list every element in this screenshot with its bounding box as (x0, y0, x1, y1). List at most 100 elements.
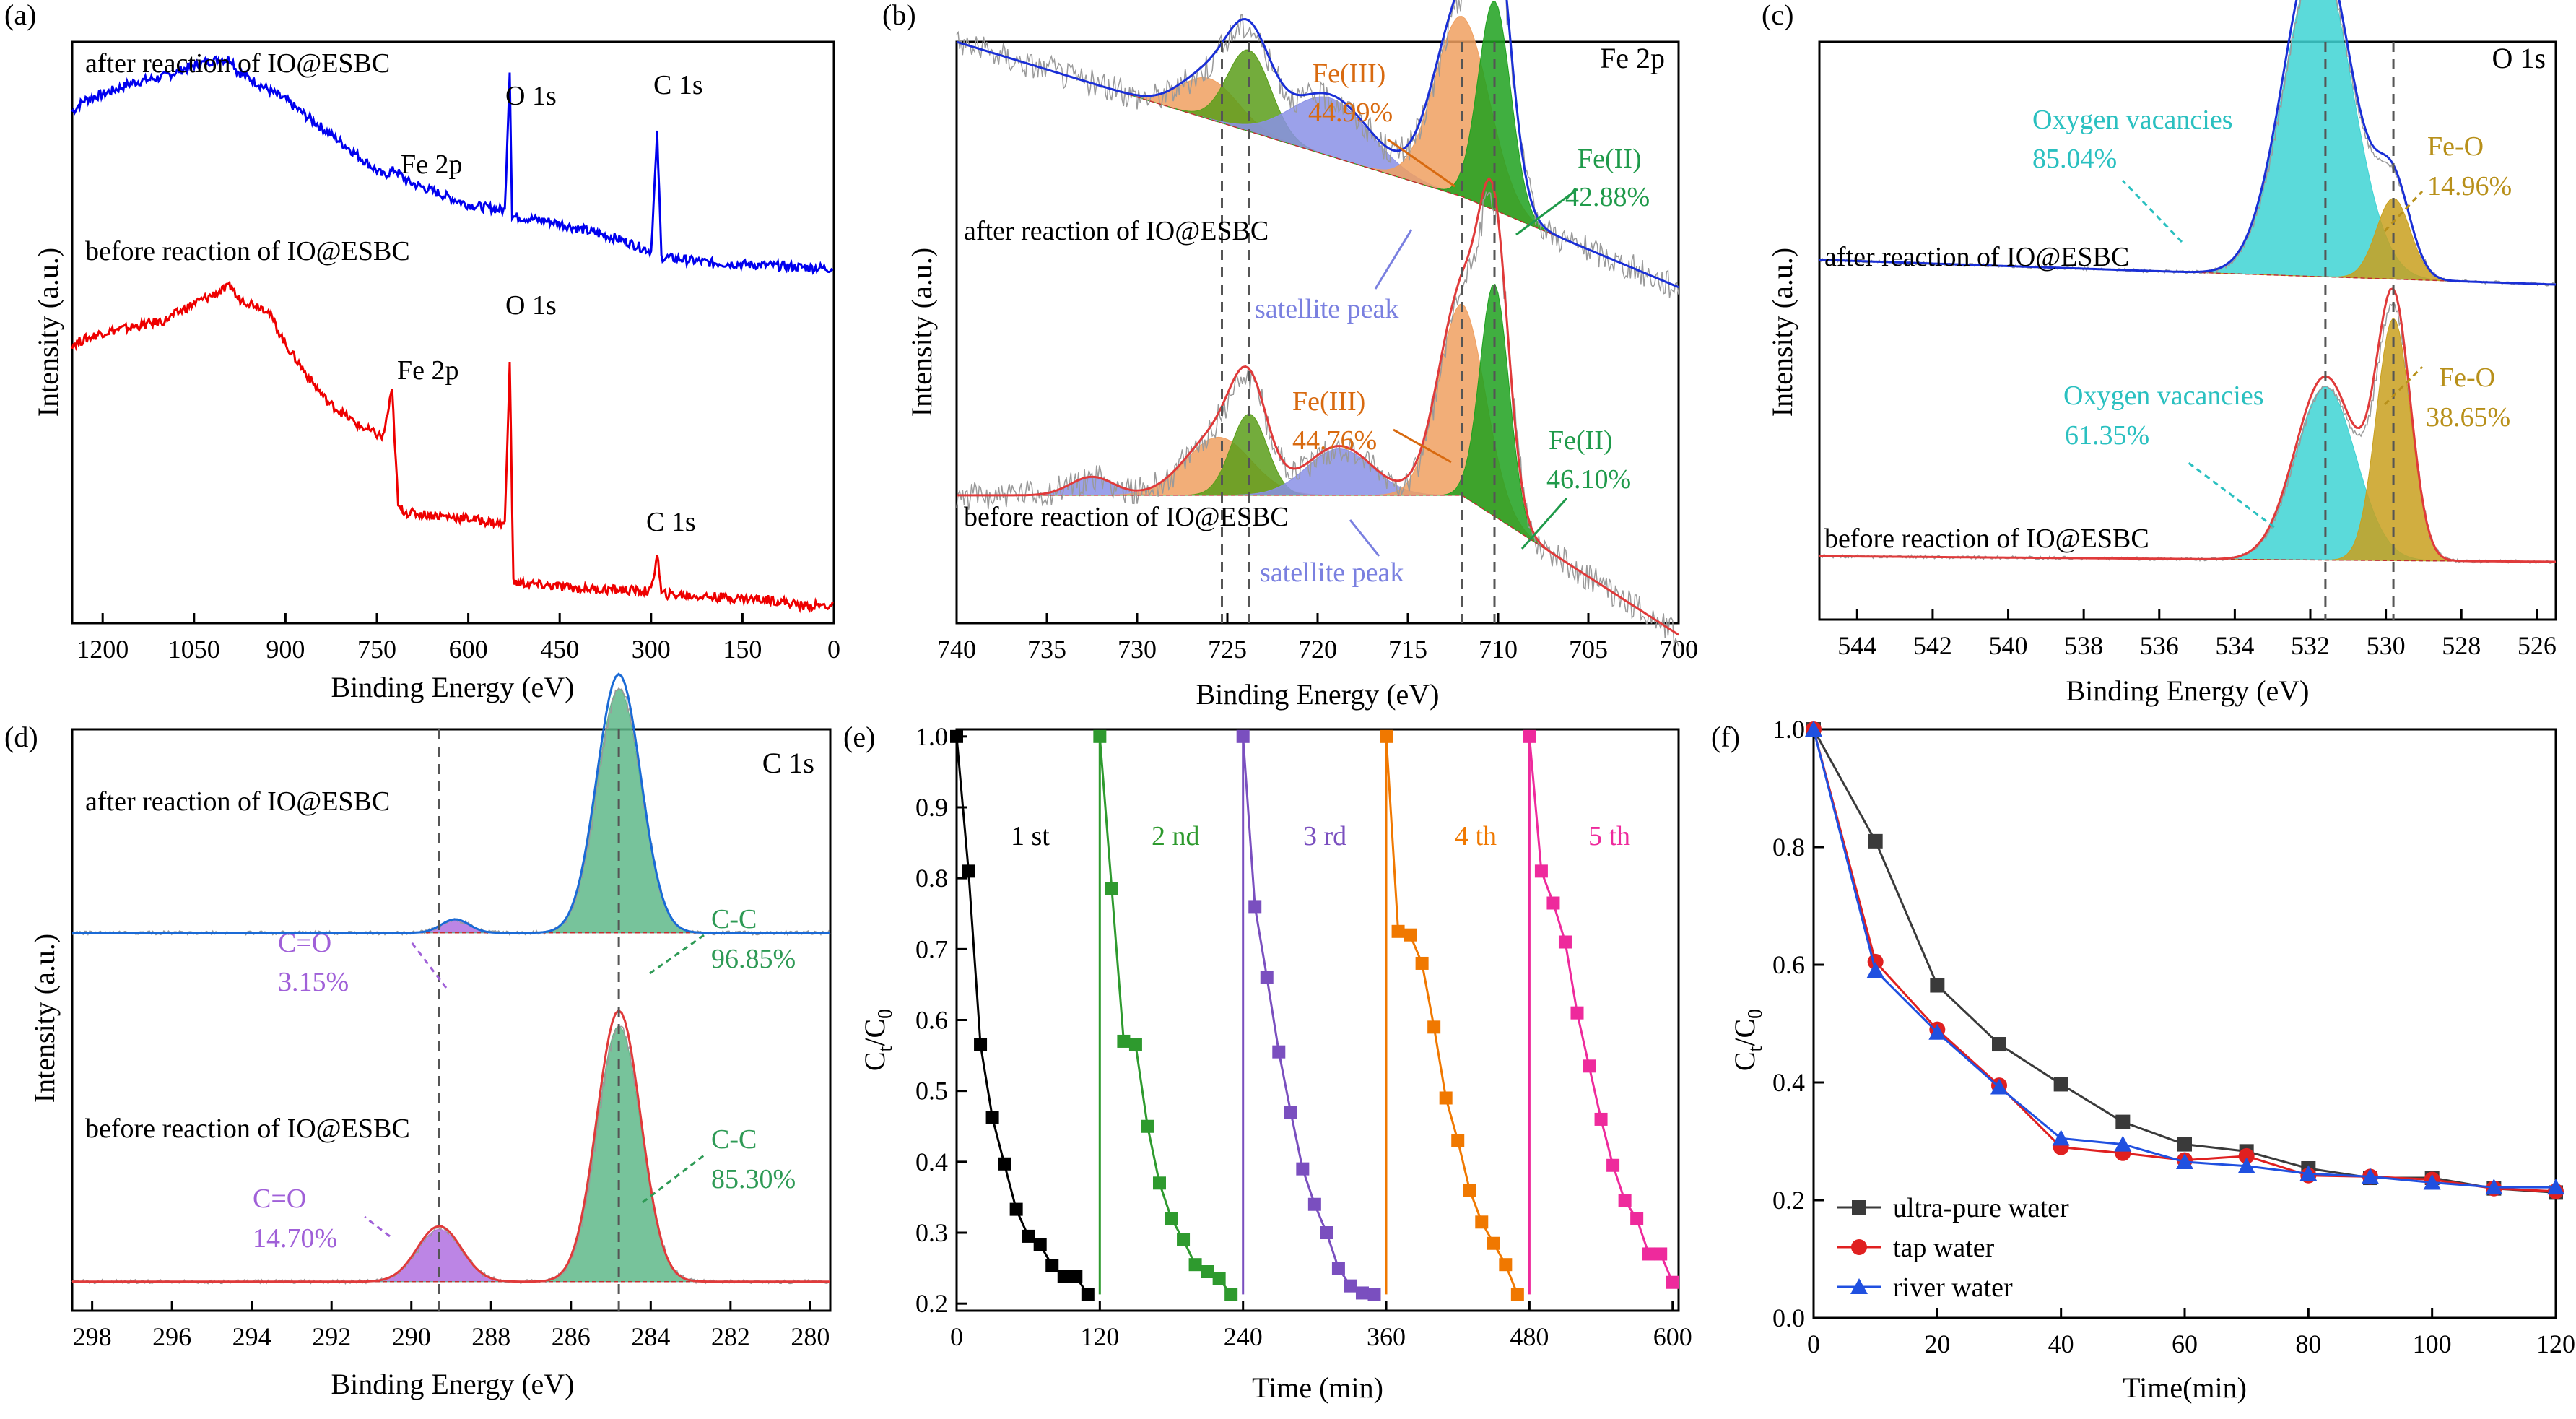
x-tick-label: 480 (1510, 1322, 1549, 1351)
y-tick-label: 1.0 (1772, 715, 1805, 744)
x-tick-label: 282 (711, 1322, 750, 1351)
data-point (1081, 1288, 1095, 1301)
x-tick-label: 20 (1924, 1329, 1950, 1358)
data-point (1272, 1045, 1286, 1059)
x-tick-label: 705 (1569, 635, 1608, 664)
x-tick-label: 280 (791, 1322, 830, 1351)
feo-after-label: Fe-O (2427, 131, 2484, 162)
axis-tick-labels: 0 120 240 360 480 600 0.2 0.3 0.4 0.5 0.6 0.7 0.8 0.9… (915, 722, 1692, 1351)
x-tick-label: 532 (2291, 631, 2330, 660)
feo-after-pct: 14.96% (2427, 171, 2512, 201)
cycle-label-4: 4 th (1455, 821, 1497, 851)
ov-before-pct: 61.35% (2065, 420, 2149, 451)
fitted-peaks (956, 0, 1679, 647)
y-axis-title-c: C (1728, 1051, 1761, 1071)
y-tick-label: 0.9 (915, 793, 948, 822)
axis-tick-labels: 0 20 40 60 80 100 120 0.0 0.2 0.4 0.6 0.8 1.0 (1772, 715, 2575, 1358)
cycle-label-3: 3 rd (1303, 821, 1346, 851)
panel-a: (a) 1200 1050 900 750 600 450 300 150 0 Binding … (4, 0, 840, 703)
label-after: after reaction of IO@ESBC (85, 786, 390, 817)
x-ticks (91, 1301, 811, 1311)
x-tick-label: 150 (723, 635, 762, 664)
cycle-line (1385, 736, 1519, 1295)
data-point (1128, 1038, 1142, 1051)
x-tick-label: 294 (232, 1322, 271, 1351)
data-point (1866, 962, 1884, 978)
data-point (1618, 1194, 1632, 1207)
y-tick-label: 0.0 (1772, 1303, 1805, 1332)
y-axis-title: Ct/C0 (858, 1009, 897, 1071)
y-tick-label: 0.7 (915, 934, 948, 963)
x-tick-label: 80 (2295, 1329, 2321, 1358)
x-tick-label: 1050 (168, 635, 220, 664)
data-point (1630, 1212, 1644, 1225)
data-point (1331, 1262, 1345, 1275)
cc-after-pct: 96.85% (711, 944, 796, 974)
y-tick-label: 0.4 (915, 1147, 948, 1176)
arrow (1515, 188, 1578, 236)
data-point (1583, 1059, 1596, 1073)
legend-label-ultra-pure: ultra-pure water (1893, 1193, 2069, 1223)
x-tick-label: 750 (357, 635, 396, 664)
data-point (998, 1157, 1011, 1171)
cycle-line (1528, 736, 1674, 1295)
x-tick-label: 296 (152, 1322, 191, 1351)
data-point (1201, 1265, 1214, 1279)
x-tick-label: 292 (312, 1322, 351, 1351)
x-tick-label: 284 (631, 1322, 670, 1351)
x-tick-label: 1200 (77, 635, 129, 664)
label-before: before reaction of IO@ESBC (1824, 524, 2149, 554)
data-point (1177, 1233, 1191, 1246)
x-tick-label: 40 (2048, 1329, 2074, 1358)
reference-lines (2324, 42, 2395, 620)
data-point (1868, 833, 1883, 849)
y-tick-label: 1.0 (915, 722, 948, 751)
data-point (1990, 1078, 2008, 1095)
x-tick-label: 120 (1080, 1322, 1119, 1351)
data-point (1380, 729, 1393, 743)
data-point (1212, 1272, 1226, 1285)
fe3-before-pct: 44.76% (1292, 425, 1377, 456)
fitted-envelope (1819, 287, 2556, 563)
x-tick-label: 300 (632, 635, 671, 664)
cc-before-pct: 85.30% (711, 1164, 796, 1194)
cycle-labels: 1 st 2 nd 3 rd 4 th 5 th (1011, 821, 1630, 851)
data-point (1606, 1158, 1620, 1172)
data-point (1546, 896, 1560, 910)
data-point (974, 1038, 988, 1051)
y-axis-title: Intensity (a.u.) (1766, 248, 1798, 417)
corner-label: Fe 2p (1600, 42, 1665, 74)
y-tick-label: 0.2 (1772, 1186, 1805, 1215)
cycle-series (950, 729, 1679, 1301)
panel-label: (b) (882, 0, 916, 31)
ov-after-pct: 85.04% (2032, 144, 2117, 174)
data-point (1391, 924, 1405, 938)
data-point (1367, 1288, 1381, 1301)
arrow (649, 934, 705, 975)
data-point (2176, 1153, 2193, 1170)
x-tick-label: 542 (1913, 631, 1952, 660)
arrow (2187, 461, 2275, 529)
series-line (1812, 729, 2557, 1193)
cc-after-label: C-C (711, 904, 757, 934)
y-axis-title-c: C (858, 1051, 891, 1071)
x-tick-label: 0 (827, 635, 840, 664)
y-axis-title-sub: 0 (1744, 1009, 1767, 1019)
x-tick-label: 526 (2518, 631, 2557, 660)
data-point (1463, 1184, 1476, 1197)
data-point (2177, 1137, 2192, 1152)
data-point (1033, 1238, 1047, 1251)
x-tick-label: 540 (1989, 631, 2028, 660)
satellite-before-label: satellite peak (1260, 557, 1404, 588)
data-point (1188, 1258, 1202, 1272)
water-series (1805, 721, 2564, 1200)
data-point (1320, 1226, 1333, 1240)
data-point (2362, 1168, 2379, 1184)
fe3-before-label: Fe(III) (1292, 386, 1365, 417)
x-tick-label: 298 (73, 1322, 112, 1351)
data-point (2114, 1135, 2132, 1152)
data-point (1439, 1091, 1453, 1105)
x-axis-title: Binding Energy (eV) (2066, 674, 2310, 707)
series-line (1812, 729, 2557, 1194)
corner-label: C 1s (762, 747, 814, 779)
